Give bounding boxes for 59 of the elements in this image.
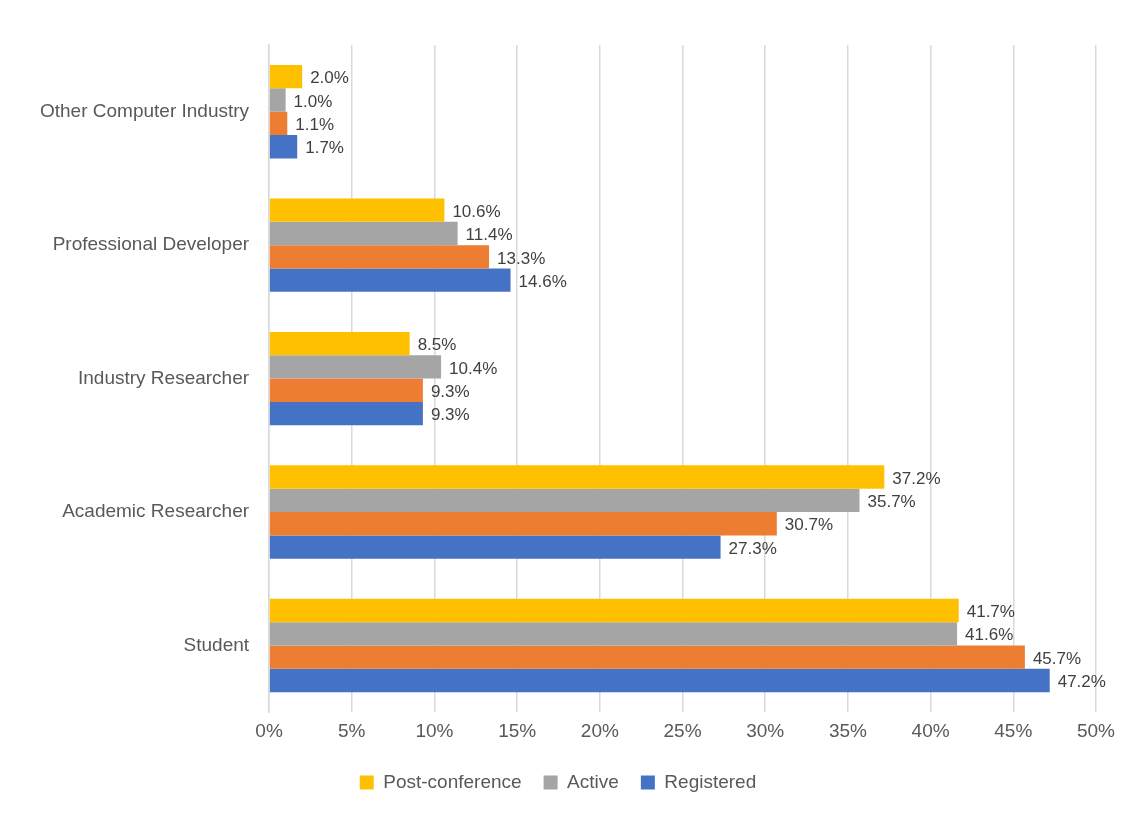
y-tick-label: Industry Researcher <box>78 366 250 388</box>
x-tick-label: 5% <box>338 719 366 741</box>
data-label: 30.7% <box>784 515 834 535</box>
bar <box>269 111 288 136</box>
x-tick-label: 40% <box>911 719 950 741</box>
data-label: 1.1% <box>295 115 335 135</box>
x-tick-label: 30% <box>746 719 785 741</box>
data-label: 11.4% <box>465 225 513 245</box>
legend-label: Registered <box>664 770 757 792</box>
data-label: 27.3% <box>728 538 777 558</box>
x-tick-label: 10% <box>415 719 454 741</box>
data-label: 35.7% <box>867 492 916 512</box>
bar <box>269 512 777 536</box>
bar <box>269 88 286 112</box>
x-tick-label: 50% <box>1076 719 1116 741</box>
data-label: 41.6% <box>965 625 1014 645</box>
bar <box>269 198 445 222</box>
legend-label: Post-conference <box>383 770 522 792</box>
data-label: 8.5% <box>417 335 457 355</box>
data-label: 9.3% <box>430 381 470 401</box>
x-tick-label: 0% <box>255 719 283 741</box>
data-label: 13.3% <box>497 248 546 268</box>
data-label: 14.6% <box>518 271 567 291</box>
x-tick-label: 15% <box>498 719 537 741</box>
bar <box>269 135 298 159</box>
x-tick-label: 20% <box>580 719 619 741</box>
bar <box>269 221 458 246</box>
data-label: 45.7% <box>1032 648 1082 668</box>
bar <box>269 245 490 269</box>
bar <box>269 268 511 292</box>
bar <box>269 535 721 559</box>
data-label: 1.7% <box>305 138 344 158</box>
data-label: 37.2% <box>892 468 941 488</box>
bar <box>269 355 442 379</box>
bar <box>269 488 860 513</box>
y-tick-label: Student <box>183 633 250 655</box>
bar <box>269 622 958 646</box>
x-tick-label: 35% <box>828 719 868 741</box>
bar <box>269 465 885 489</box>
data-label: 2.0% <box>310 68 349 88</box>
data-label: 47.2% <box>1057 672 1106 692</box>
data-label: 1.0% <box>293 91 333 111</box>
bar <box>269 401 423 426</box>
bar <box>269 645 1025 669</box>
legend-label: Active <box>567 770 619 792</box>
data-label: 10.4% <box>449 358 498 378</box>
bar <box>269 331 410 356</box>
bar <box>269 598 959 623</box>
y-tick-label: Academic Researcher <box>62 500 250 522</box>
x-tick-label: 25% <box>663 719 702 741</box>
bar <box>269 65 303 89</box>
data-label: 9.3% <box>430 405 470 425</box>
y-tick-label: Professional Developer <box>52 233 250 255</box>
data-label: 10.6% <box>452 201 501 221</box>
data-label: 41.7% <box>966 602 1015 622</box>
bar <box>269 378 423 402</box>
bar <box>269 668 1050 693</box>
x-tick-label: 45% <box>994 719 1033 741</box>
y-tick-label: Other Computer Industry <box>39 99 250 121</box>
